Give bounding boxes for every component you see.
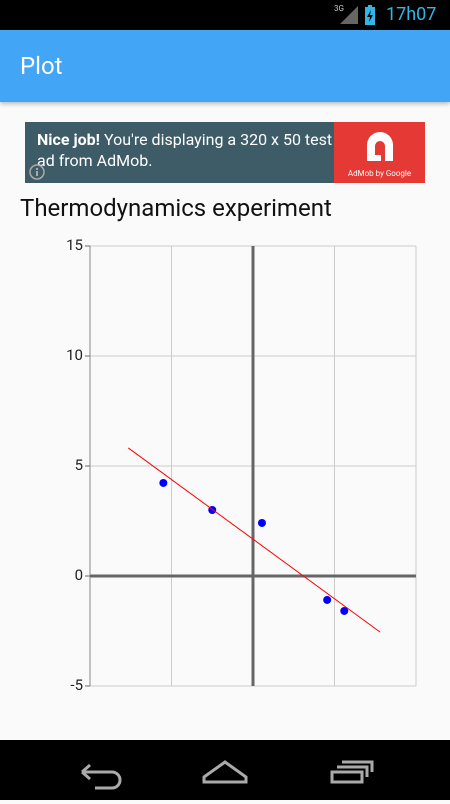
signal-icon <box>340 6 358 24</box>
ad-logo: AdMob by Google <box>334 122 425 183</box>
chart: -5 0 5 10 15 <box>66 236 417 694</box>
y-tick-label: 15 <box>66 236 83 254</box>
fit-line <box>128 447 381 633</box>
recents-button[interactable] <box>330 760 374 784</box>
y-tick-label: 10 <box>66 346 83 364</box>
nav-icons <box>81 760 374 790</box>
info-icon[interactable] <box>29 164 45 180</box>
ad-banner[interactable]: Nice job! You're displaying a 320 x 50 t… <box>25 122 425 183</box>
app-title: Plot <box>20 52 63 80</box>
ad-text: Nice job! You're displaying a 320 x 50 t… <box>37 129 337 171</box>
back-button[interactable] <box>81 763 122 790</box>
navigation-bar <box>0 740 450 800</box>
data-point <box>340 606 349 615</box>
chart-title: Thermodynamics experiment <box>20 194 332 222</box>
ad-body: You're displaying a 320 x 50 test ad fro… <box>37 130 333 170</box>
ad-headline: Nice job! <box>37 130 100 149</box>
data-point <box>323 595 332 604</box>
clock: 17h07 <box>386 4 437 25</box>
network-type: 3G <box>334 4 344 13</box>
y-tick-label: 5 <box>75 456 83 474</box>
y-tick-label: 0 <box>75 566 83 584</box>
data-point <box>159 478 168 487</box>
ad-brand: AdMob by Google <box>347 169 412 178</box>
battery-icon <box>365 5 375 25</box>
status-bar: 3G 17h07 <box>0 0 450 30</box>
data-point <box>257 518 266 527</box>
home-button[interactable] <box>202 760 248 784</box>
app-bar: Plot <box>0 30 450 102</box>
y-tick-label: -5 <box>70 676 83 694</box>
admob-icon <box>367 132 393 161</box>
